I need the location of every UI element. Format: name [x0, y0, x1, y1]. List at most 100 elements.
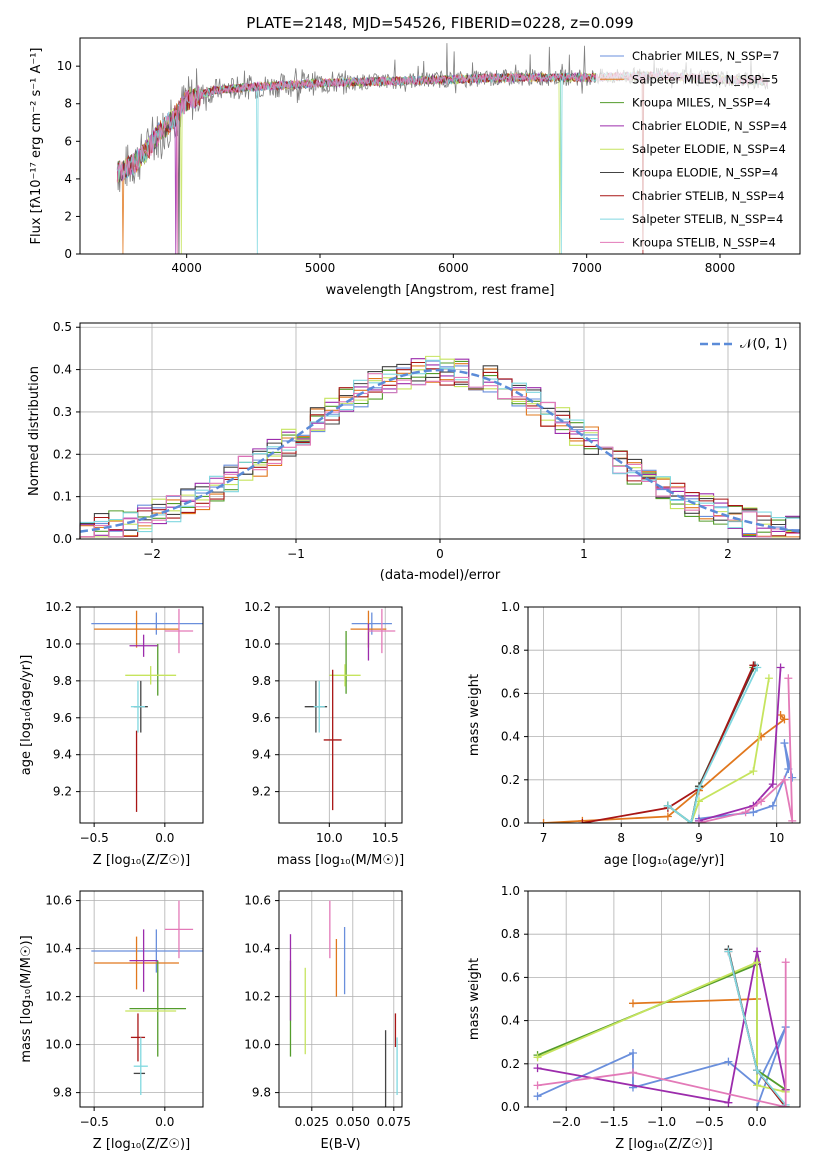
spectrum-ytick-label: 2: [64, 209, 72, 223]
mass-vs-ebv-ytick-label: 9.8: [252, 1086, 271, 1100]
mass-vs-ebv-axes-frame: [278, 890, 403, 1108]
weight-vs-Z-xtick-label: 0.0: [748, 1115, 767, 1129]
mass-vs-ebv-ytick-label: 10.4: [244, 942, 271, 956]
residuals-histogram-c4: [79, 355, 800, 539]
age-vs-Z-ytick-label: 10.2: [45, 600, 72, 614]
weight-vs-age-marker-c1: [539, 819, 548, 823]
spectrum-legend-label: Chabrier STELIB, N_SSP=4: [632, 189, 784, 203]
spectrum-xtick-label: 8000: [705, 261, 736, 275]
residuals-xtick-label: 2: [724, 547, 732, 561]
weight-vs-Z-xtick-label: −1.0: [647, 1115, 676, 1129]
weight-vs-age-marker-c1: [780, 715, 789, 724]
weight-vs-age-marker-c0: [780, 739, 789, 748]
age-vs-Z-axes-frame: [79, 606, 204, 824]
weight-vs-Z-ytick-label: 0.4: [501, 1014, 520, 1028]
weight-vs-age-marker-c7: [694, 784, 703, 793]
spectrum-legend-box: [596, 42, 796, 250]
weight-vs-age-marker-c8: [741, 808, 750, 817]
spectrum-ylabel: Flux [fλ10⁻¹⁷ erg cm⁻² s⁻¹ A⁻¹]: [29, 48, 44, 245]
residuals-histogram-c7: [79, 359, 800, 539]
spectrum-legend-label: Chabrier MILES, N_SSP=7: [632, 49, 779, 63]
mass-vs-Z-ytick-label: 10.0: [45, 1038, 72, 1052]
weight-vs-age-ytick-label: 0.0: [501, 816, 520, 830]
residuals-ytick-label: 0.3: [53, 405, 72, 419]
age-vs-mass-ytick-label: 9.4: [252, 748, 271, 762]
mass-vs-Z-xlabel: Z [log₁₀(Z/Z☉)]: [93, 1137, 190, 1152]
age-vs-mass-marks: [304, 608, 396, 811]
spectrum-legend-label: Salpeter STELIB, N_SSP=4: [632, 212, 783, 226]
weight-vs-Z-panel: −2.0 −1.5 −1.0 −0.5 0.0 0.0 0.2 0.4 0.6 0.8 1.0 Z […: [467, 884, 801, 1152]
spectrum-legend-label: Chabrier ELODIE, N_SSP=4: [632, 119, 787, 133]
spectrum-ytick-label: 4: [64, 172, 72, 186]
mass-vs-ebv-panel: 0.025 0.050 0.075 9.8 10.0 10.2 10.4 10.6 E(B-V): [244, 890, 411, 1152]
weight-vs-age-marker-c3: [768, 780, 777, 789]
age-vs-Z-panel: −0.5 0.0 9.2 9.4 9.6 9.8 10.0 10.2 Z [log₁₀(Z/Z☉…: [19, 600, 204, 868]
normal-reference-curve: [79, 368, 801, 533]
residuals-legend: 𝒩(0, 1): [700, 337, 787, 352]
age-vs-mass-ytick-label: 9.6: [252, 711, 271, 725]
weight-vs-Z-ytick-label: 1.0: [501, 884, 520, 898]
weight-vs-age-marker-c4: [764, 674, 773, 683]
mass-vs-ebv-marks: [289, 900, 398, 1107]
weight-vs-age-ytick-label: 0.2: [501, 773, 520, 787]
weight-vs-Z-ytick-label: 0.8: [501, 927, 520, 941]
weight-vs-Z-xtick-label: −2.0: [552, 1115, 581, 1129]
mass-vs-ebv-xtick-label: 0.075: [377, 1115, 411, 1129]
mass-vs-ebv-ytick-label: 10.2: [244, 990, 271, 1004]
weight-vs-Z-marker-c3: [724, 1098, 733, 1107]
weight-vs-age-ytick-label: 0.4: [501, 730, 520, 744]
weight-vs-Z-xtick-label: −1.5: [599, 1115, 628, 1129]
weight-vs-age-marker-c4: [749, 767, 758, 776]
weight-vs-age-marker-c3: [776, 663, 785, 672]
weight-vs-Z-marker-c3: [533, 1064, 542, 1073]
weight-vs-age-marker-c8: [784, 674, 793, 683]
weight-vs-Z-marker-c0: [724, 1057, 733, 1066]
age-vs-Z-ytick-label: 9.2: [53, 785, 72, 799]
spectrum-legend: Chabrier MILES, N_SSP=7 Salpeter MILES, N…: [596, 42, 796, 250]
weight-vs-Z-marker-c1: [628, 999, 637, 1008]
weight-vs-Z-marker-c8: [781, 1103, 790, 1107]
mass-vs-ebv-ytick-label: 10.0: [244, 1038, 271, 1052]
weight-vs-Z-ytick-label: 0.6: [501, 970, 520, 984]
weight-vs-Z-marker-c3: [753, 947, 762, 956]
weight-vs-Z-marker-c8: [533, 1081, 542, 1090]
weight-vs-age-marker-c0: [768, 801, 777, 810]
spectrum-ytick-label: 6: [64, 134, 72, 148]
weight-vs-Z-marker-c0: [753, 1103, 762, 1107]
age-vs-mass-xtick-label: 10.5: [372, 831, 399, 845]
residuals-xtick-label: −2: [143, 547, 161, 561]
weight-vs-Z-marks: [533, 945, 790, 1107]
weight-vs-age-xtick-label: 8: [617, 831, 625, 845]
age-vs-mass-axes-frame: [278, 606, 403, 824]
spectrum-legend-label: Salpeter MILES, N_SSP=5: [632, 72, 778, 86]
residuals-xtick-label: 0: [436, 547, 444, 561]
weight-vs-Z-marker-c8: [628, 1068, 637, 1077]
weight-vs-Z-marker-c0: [533, 1092, 542, 1101]
spectrum-panel: PLATE=2148, MJD=54526, FIBERID=0228, z=0…: [29, 14, 801, 298]
weight-vs-Z-series-c3: [537, 951, 787, 1104]
age-vs-Z-xtick-label: 0.0: [155, 831, 174, 845]
spectrum-legend-label: Kroupa MILES, N_SSP=4: [632, 96, 771, 110]
weight-vs-Z-marker-c4: [533, 1053, 542, 1062]
weight-vs-age-ylabel: mass weight: [467, 674, 482, 756]
mass-vs-Z-ylabel: mass [log₁₀(M/M☉)]: [19, 935, 34, 1062]
residuals-ytick-label: 0.5: [53, 320, 72, 334]
age-vs-mass-ytick-label: 9.8: [252, 674, 271, 688]
weight-vs-Z-ylabel: mass weight: [467, 958, 482, 1040]
weight-vs-age-series-c6: [582, 664, 755, 823]
weight-vs-Z-ytick-label: 0.2: [501, 1057, 520, 1071]
residuals-ytick-label: 0.0: [53, 532, 72, 546]
mass-vs-ebv-xtick-label: 0.025: [295, 1115, 329, 1129]
spectrum-legend-label: Salpeter ELODIE, N_SSP=4: [632, 142, 786, 156]
weight-vs-Z-marker-c4: [753, 958, 762, 967]
mass-vs-Z-xtick-label: 0.0: [155, 1115, 174, 1129]
residuals-histogram-c8: [79, 373, 800, 539]
residuals-ytick-label: 0.4: [53, 363, 72, 377]
weight-vs-age-marker-c8: [788, 816, 797, 823]
weight-vs-age-marker-c8: [757, 797, 766, 806]
age-vs-Z-ylabel: age [log₁₀(age/yr)]: [19, 655, 34, 776]
age-vs-Z-ytick-label: 9.6: [53, 711, 72, 725]
mass-vs-Z-panel: −0.5 0.0 9.8 10.0 10.2 10.4 10.6 Z [log₁₀(Z/Z☉)…: [19, 890, 204, 1152]
weight-vs-Z-marker-c7: [753, 1066, 762, 1075]
spectrum-title: PLATE=2148, MJD=54526, FIBERID=0228, z=0…: [246, 14, 633, 32]
